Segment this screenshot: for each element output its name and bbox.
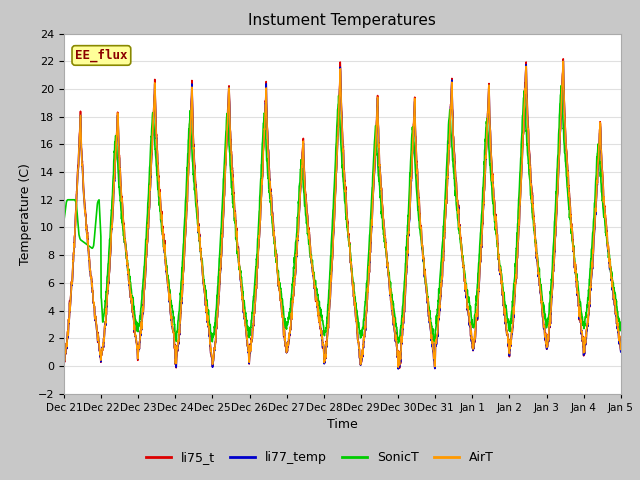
li75_t: [216, 288, 223, 294]
li75_t: [584, 324, 591, 329]
Legend: li75_t, li77_temp, SonicT, AirT: li75_t, li77_temp, SonicT, AirT: [141, 446, 499, 469]
li75_t: [504, 336, 512, 342]
Title: Instument Temperatures: Instument Temperatures: [248, 13, 436, 28]
Line: li75_t: li75_t: [64, 59, 621, 369]
li77_temp: [60, 360, 68, 365]
Line: li77_temp: li77_temp: [64, 61, 621, 369]
li75_t: [371, 167, 378, 172]
li77_temp: [568, 227, 576, 232]
SonicT: [617, 322, 625, 328]
SonicT: [504, 320, 512, 325]
li77_temp: [559, 59, 567, 64]
li77_temp: [504, 336, 512, 342]
AirT: [394, 364, 402, 370]
li77_temp: [394, 366, 402, 372]
AirT: [358, 347, 366, 353]
SonicT: [371, 139, 378, 144]
AirT: [559, 59, 567, 64]
AirT: [568, 226, 576, 231]
li75_t: [431, 366, 438, 372]
li77_temp: [584, 323, 591, 329]
SonicT: [395, 340, 403, 346]
SonicT: [358, 326, 366, 332]
SonicT: [568, 237, 576, 242]
li77_temp: [371, 168, 378, 174]
SonicT: [216, 256, 223, 262]
li75_t: [559, 56, 567, 62]
li75_t: [568, 224, 576, 230]
AirT: [617, 347, 625, 352]
AirT: [504, 336, 512, 341]
Text: EE_flux: EE_flux: [75, 49, 127, 62]
AirT: [216, 288, 223, 293]
li77_temp: [617, 349, 625, 355]
li75_t: [617, 348, 625, 354]
li75_t: [60, 360, 68, 365]
Line: AirT: AirT: [64, 61, 621, 367]
li77_temp: [358, 348, 366, 354]
X-axis label: Time: Time: [327, 418, 358, 431]
Line: SonicT: SonicT: [64, 85, 621, 343]
AirT: [371, 167, 378, 172]
SonicT: [60, 217, 68, 223]
li75_t: [358, 347, 366, 353]
AirT: [584, 322, 591, 328]
AirT: [60, 358, 68, 363]
SonicT: [557, 83, 565, 88]
Y-axis label: Temperature (C): Temperature (C): [19, 163, 32, 264]
li77_temp: [216, 289, 223, 295]
SonicT: [584, 300, 591, 306]
